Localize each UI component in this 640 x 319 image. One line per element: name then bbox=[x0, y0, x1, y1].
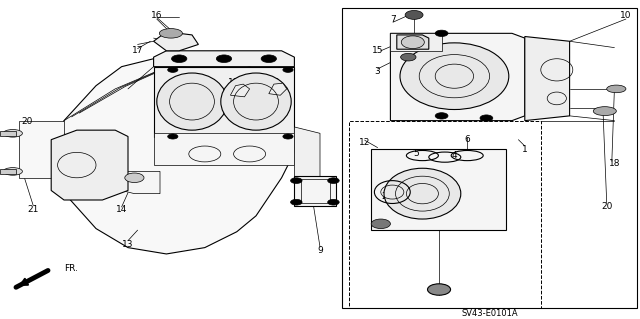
Ellipse shape bbox=[405, 11, 423, 19]
Ellipse shape bbox=[159, 29, 182, 38]
Ellipse shape bbox=[283, 134, 293, 139]
Ellipse shape bbox=[172, 55, 187, 63]
Polygon shape bbox=[154, 51, 294, 67]
Text: 20: 20 bbox=[601, 202, 612, 211]
Text: 6: 6 bbox=[465, 135, 470, 144]
Ellipse shape bbox=[3, 167, 22, 175]
Ellipse shape bbox=[371, 219, 390, 228]
Text: 5: 5 bbox=[413, 150, 419, 159]
Bar bbox=[0, 169, 16, 174]
Ellipse shape bbox=[125, 173, 144, 182]
Text: 21: 21 bbox=[28, 205, 39, 214]
Text: FR.: FR. bbox=[64, 264, 78, 273]
Text: 16: 16 bbox=[151, 11, 163, 20]
Text: 12: 12 bbox=[359, 138, 371, 147]
Ellipse shape bbox=[157, 73, 227, 130]
Polygon shape bbox=[294, 127, 320, 178]
Text: 18: 18 bbox=[609, 159, 620, 168]
Polygon shape bbox=[230, 84, 250, 97]
Ellipse shape bbox=[168, 134, 178, 139]
Polygon shape bbox=[154, 32, 198, 51]
Polygon shape bbox=[390, 33, 525, 121]
Text: 14: 14 bbox=[116, 205, 127, 214]
Text: 9: 9 bbox=[317, 246, 323, 255]
Text: 3: 3 bbox=[375, 67, 380, 76]
Ellipse shape bbox=[291, 199, 302, 205]
Polygon shape bbox=[525, 36, 570, 121]
Ellipse shape bbox=[384, 168, 461, 219]
Text: 11: 11 bbox=[228, 78, 239, 87]
Bar bbox=[154, 133, 294, 165]
Polygon shape bbox=[397, 35, 429, 49]
Text: 2: 2 bbox=[381, 192, 387, 201]
Bar bbox=[301, 179, 330, 203]
Text: 8: 8 bbox=[439, 284, 444, 293]
Text: 20: 20 bbox=[22, 117, 33, 126]
Text: 15: 15 bbox=[372, 46, 383, 55]
Ellipse shape bbox=[328, 178, 339, 183]
Polygon shape bbox=[51, 130, 128, 200]
Ellipse shape bbox=[401, 36, 424, 48]
Ellipse shape bbox=[283, 67, 293, 72]
Polygon shape bbox=[371, 149, 506, 230]
Text: 1: 1 bbox=[522, 145, 527, 154]
Text: 10: 10 bbox=[620, 11, 632, 20]
Text: 17: 17 bbox=[132, 46, 143, 55]
Bar bbox=[342, 8, 637, 308]
Polygon shape bbox=[51, 54, 294, 254]
Bar bbox=[349, 121, 541, 308]
Ellipse shape bbox=[328, 199, 339, 205]
Polygon shape bbox=[269, 83, 287, 95]
Ellipse shape bbox=[168, 67, 178, 72]
Polygon shape bbox=[96, 171, 160, 194]
Bar bbox=[19, 121, 64, 178]
Ellipse shape bbox=[435, 113, 448, 119]
Text: 19: 19 bbox=[269, 78, 281, 87]
Ellipse shape bbox=[593, 107, 616, 115]
Ellipse shape bbox=[435, 30, 448, 36]
Ellipse shape bbox=[221, 73, 291, 130]
Text: 13: 13 bbox=[122, 240, 134, 249]
Ellipse shape bbox=[261, 55, 276, 63]
Ellipse shape bbox=[3, 130, 22, 137]
Ellipse shape bbox=[428, 284, 451, 295]
Ellipse shape bbox=[216, 55, 232, 63]
Bar bbox=[0, 131, 16, 136]
Text: 7: 7 bbox=[390, 15, 396, 24]
Ellipse shape bbox=[291, 178, 302, 183]
Polygon shape bbox=[390, 33, 442, 51]
Ellipse shape bbox=[401, 53, 416, 61]
Bar bbox=[294, 176, 336, 206]
Bar bbox=[154, 67, 294, 137]
Ellipse shape bbox=[480, 115, 493, 121]
Ellipse shape bbox=[400, 43, 509, 109]
Text: SV43-E0101A: SV43-E0101A bbox=[461, 309, 518, 318]
Text: 4: 4 bbox=[452, 151, 457, 160]
Ellipse shape bbox=[607, 85, 626, 93]
